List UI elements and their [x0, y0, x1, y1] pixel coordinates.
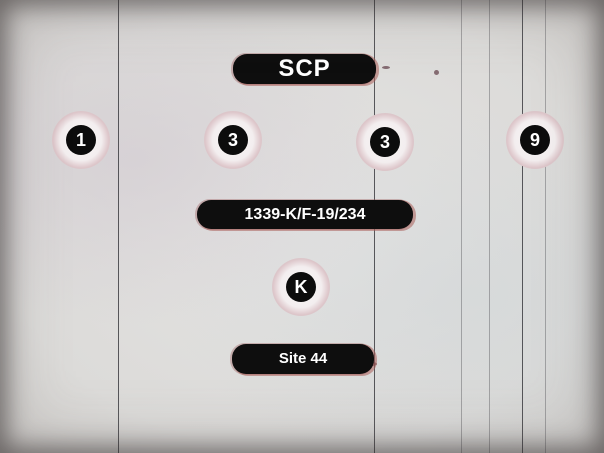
- digit-2: 3: [218, 125, 248, 155]
- site-label: Site 44: [232, 344, 374, 374]
- letter-k: K: [286, 272, 316, 302]
- digit-1: 1: [66, 125, 96, 155]
- film-scratch: [118, 0, 119, 453]
- digit-3: 3: [370, 127, 400, 157]
- digit-dial-1: 1: [52, 111, 110, 169]
- film-scratch: [461, 0, 462, 453]
- digit-dial-3: 3: [356, 113, 414, 171]
- film-scratch: [545, 0, 546, 453]
- digit-dial-4: 9: [506, 111, 564, 169]
- dust-speck: [382, 66, 390, 69]
- film-scratch: [522, 0, 523, 453]
- digit-4: 9: [520, 125, 550, 155]
- film-scratch: [489, 0, 490, 453]
- dust-speck: [434, 70, 439, 75]
- digit-dial-2: 3: [204, 111, 262, 169]
- scp-label: SCP: [233, 54, 376, 84]
- code-label: 1339-K/F-19/234: [197, 200, 413, 229]
- letter-dial: K: [272, 258, 330, 316]
